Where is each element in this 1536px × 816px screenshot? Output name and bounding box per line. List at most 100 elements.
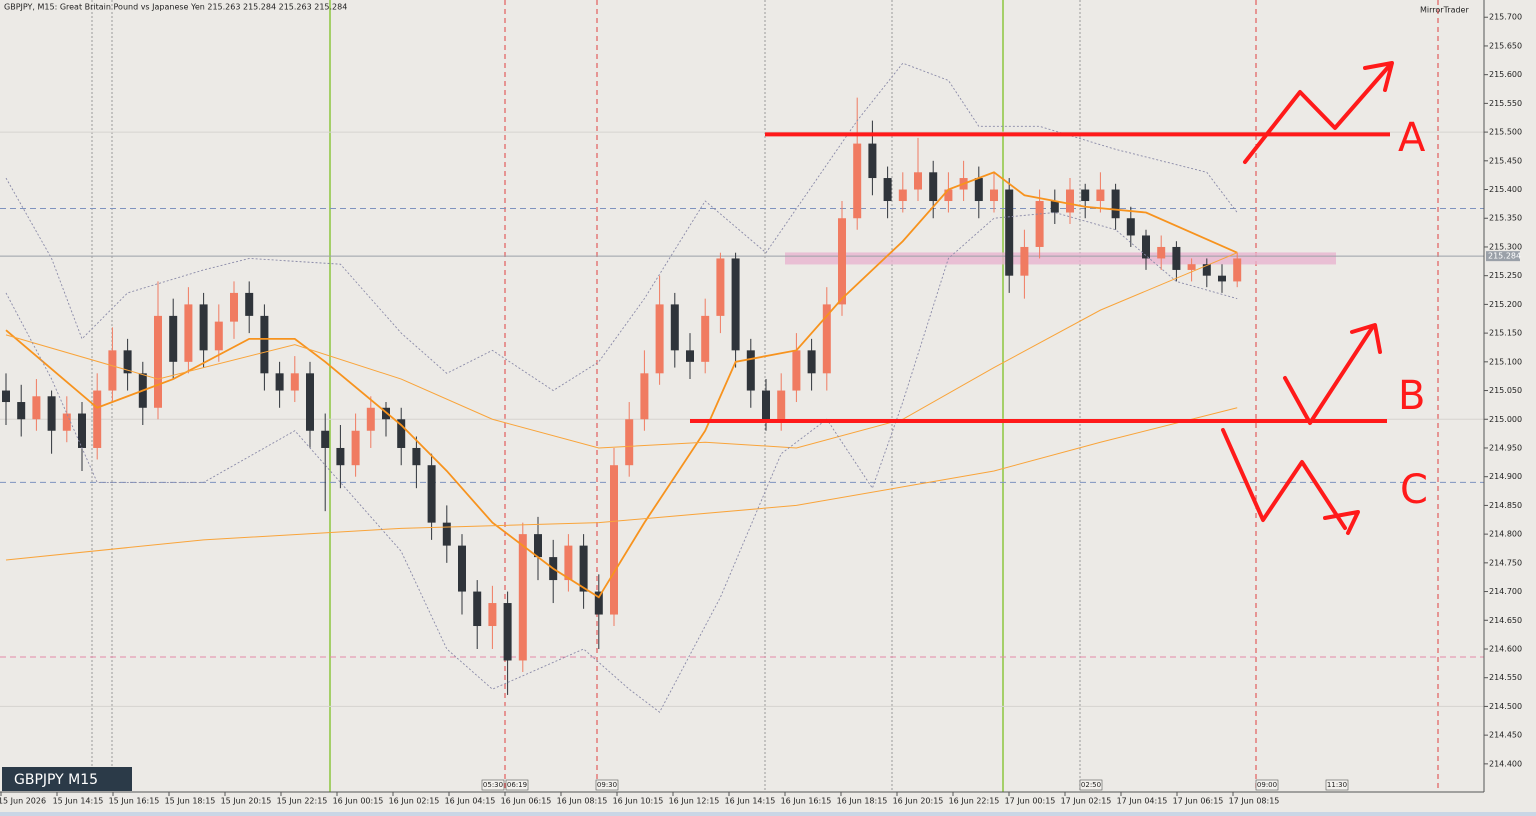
x-tick-label: 16 Jun 12:15 bbox=[669, 797, 720, 806]
x-tick-label: 16 Jun 16:15 bbox=[781, 797, 832, 806]
symbol-label: GBPJPY M15 bbox=[14, 772, 98, 788]
time-marker: 09:30 bbox=[597, 781, 617, 789]
x-tick-label: 16 Jun 20:15 bbox=[893, 797, 944, 806]
candle-body bbox=[686, 350, 694, 362]
indicator-line bbox=[5, 62, 1238, 392]
candle-body bbox=[868, 143, 877, 179]
candle-body bbox=[762, 390, 770, 420]
y-tick-label: 215.400 bbox=[1489, 185, 1522, 194]
x-tick-label: 15 Jun 20:15 bbox=[221, 797, 272, 806]
y-tick-label: 214.800 bbox=[1489, 530, 1522, 539]
candle-body bbox=[306, 373, 314, 431]
candle-body bbox=[412, 447, 421, 466]
x-tick-label: 15 Jun 22:15 bbox=[277, 797, 328, 806]
x-tick-label: 16 Jun 14:15 bbox=[725, 797, 776, 806]
candle-body bbox=[1172, 246, 1181, 270]
candle-body bbox=[534, 534, 542, 558]
candle-body bbox=[625, 419, 634, 466]
candle-body bbox=[154, 315, 162, 408]
x-tick-label: 15 Jun 16:15 bbox=[109, 797, 160, 806]
candle-body bbox=[974, 178, 983, 202]
x-tick-label: 16 Jun 18:15 bbox=[837, 797, 888, 806]
annotation-label: C bbox=[1400, 467, 1428, 513]
time-marker-box bbox=[1325, 779, 1349, 791]
candle-body bbox=[321, 430, 330, 448]
axes: 215.700 215.650 215.600 215.550 215.500 215.4… bbox=[0, 13, 1522, 806]
time-marker: 06:19 bbox=[507, 781, 527, 789]
indicator-line bbox=[5, 407, 1238, 561]
candle-body bbox=[458, 545, 466, 592]
candle-body bbox=[1233, 258, 1242, 282]
candle-body bbox=[579, 545, 588, 592]
y-tick-label: 214.850 bbox=[1489, 501, 1522, 510]
candles bbox=[2, 97, 1242, 695]
y-tick-label: 214.450 bbox=[1489, 731, 1522, 740]
candle-body bbox=[62, 413, 71, 431]
candle-body bbox=[944, 189, 953, 202]
y-tick-label: 215.200 bbox=[1489, 300, 1522, 309]
x-tick-label: 17 Jun 02:15 bbox=[1061, 797, 1112, 806]
candle-body bbox=[1020, 246, 1029, 276]
y-tick-label: 215.300 bbox=[1489, 242, 1522, 251]
y-tick-label: 215.350 bbox=[1489, 214, 1522, 223]
arrow-head bbox=[1323, 510, 1360, 535]
x-tick-label: 16 Jun 06:15 bbox=[501, 797, 552, 806]
candle-body bbox=[290, 373, 299, 391]
y-tick-label: 215.450 bbox=[1489, 156, 1522, 165]
candle-body bbox=[929, 172, 938, 202]
x-tick-label: 17 Jun 06:15 bbox=[1173, 797, 1224, 806]
candle-body bbox=[1157, 246, 1166, 259]
candle-body bbox=[777, 390, 786, 420]
x-tick-label: 15 Jun 18:15 bbox=[165, 797, 216, 806]
candle-body bbox=[123, 350, 132, 374]
candle-body bbox=[716, 258, 725, 316]
candle-body bbox=[990, 189, 998, 202]
candle-body bbox=[838, 218, 846, 305]
candle-body bbox=[746, 350, 755, 391]
candle-body bbox=[275, 373, 284, 391]
candle-body bbox=[701, 315, 710, 362]
candle-body bbox=[853, 143, 862, 219]
candle-body bbox=[245, 292, 254, 316]
annotation-label: B bbox=[1398, 373, 1425, 419]
candle-body bbox=[184, 304, 193, 362]
y-tick-label: 215.250 bbox=[1489, 271, 1522, 280]
brand: MirrorTrader bbox=[1420, 6, 1469, 15]
candle-body bbox=[1218, 275, 1226, 282]
x-tick-label: 17 Jun 00:15 bbox=[1005, 797, 1056, 806]
time-marker-box bbox=[505, 779, 529, 791]
candle-body bbox=[473, 591, 482, 627]
y-tick-label: 214.900 bbox=[1489, 472, 1522, 481]
candle-body bbox=[230, 292, 238, 322]
status-strip bbox=[0, 812, 1536, 816]
price-tag-label: 215.284 bbox=[1488, 252, 1521, 261]
y-tick-label: 214.600 bbox=[1489, 644, 1522, 653]
candle-body bbox=[503, 603, 512, 661]
x-tick-label: 17 Jun 04:15 bbox=[1117, 797, 1168, 806]
candle-body bbox=[442, 522, 451, 546]
candle-body bbox=[822, 304, 831, 374]
candle-body bbox=[17, 402, 26, 420]
candle-body bbox=[1035, 201, 1044, 247]
x-tick-label: 17 Jun 08:15 bbox=[1229, 797, 1280, 806]
candle-body bbox=[518, 534, 527, 661]
chart-layer bbox=[0, 131, 1484, 707]
candle-body bbox=[397, 419, 406, 448]
candle-body bbox=[1081, 189, 1090, 202]
time-marker-box bbox=[481, 779, 505, 791]
candle-body bbox=[1096, 189, 1105, 202]
candle-body bbox=[792, 350, 801, 391]
candle-body bbox=[1066, 189, 1074, 213]
candle-body bbox=[427, 465, 436, 523]
y-tick-label: 214.550 bbox=[1489, 673, 1522, 682]
candle-body bbox=[1126, 218, 1135, 236]
price-axis-bg bbox=[1484, 0, 1536, 816]
candle-body bbox=[1187, 264, 1196, 270]
y-tick-label: 215.050 bbox=[1489, 386, 1522, 395]
y-tick-label: 215.550 bbox=[1489, 99, 1522, 108]
y-tick-label: 214.950 bbox=[1489, 443, 1522, 452]
time-marker-box bbox=[1255, 779, 1279, 791]
candle-body bbox=[47, 396, 56, 431]
candle-body bbox=[351, 430, 360, 466]
